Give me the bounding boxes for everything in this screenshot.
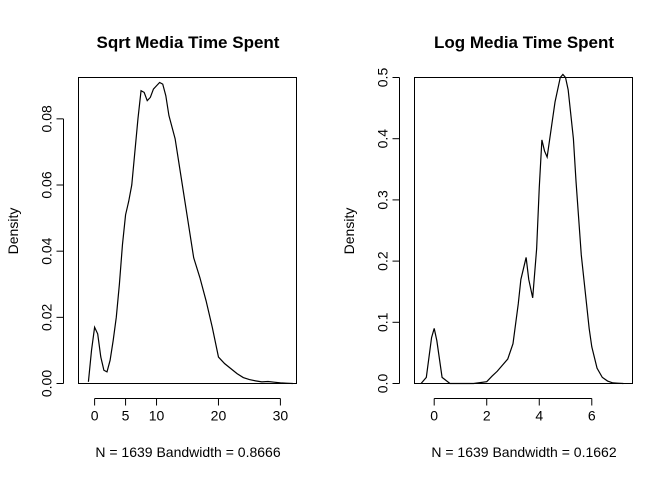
sqrt-x-tick-label: 5 xyxy=(122,408,130,424)
sqrt-x-tick-label: 10 xyxy=(149,408,165,424)
sqrt-y-tick-label: 0.00 xyxy=(39,370,55,397)
log-y-tick-label: 0.3 xyxy=(375,190,391,210)
sqrt-y-tick-label: 0.06 xyxy=(39,171,55,198)
sqrt-x-tick-label: 0 xyxy=(91,408,99,424)
sqrt-x-axis-label: N = 1639 Bandwidth = 0.8666 xyxy=(95,444,280,460)
log-y-tick-label: 0.5 xyxy=(375,68,391,88)
log-x-axis-label: N = 1639 Bandwidth = 0.1662 xyxy=(431,444,616,460)
log-x-tick-label: 4 xyxy=(535,408,543,424)
log-y-axis: 0.0 0.1 0.2 0.3 0.4 0.5 xyxy=(375,68,400,394)
log-y-tick-label: 0.4 xyxy=(375,129,391,149)
sqrt-y-tick-label: 0.02 xyxy=(39,304,55,331)
log-x-tick-label: 2 xyxy=(483,408,491,424)
log-y-tick-label: 0.2 xyxy=(375,251,391,271)
log-y-axis-label: Density xyxy=(341,208,357,255)
log-y-tick-label: 0.1 xyxy=(375,312,391,332)
sqrt-y-tick-label: 0.04 xyxy=(39,237,55,264)
log-density-panel: Log Media Time Spent Density N = 1639 Ba… xyxy=(341,33,633,460)
sqrt-density-curve xyxy=(87,81,293,385)
sqrt-y-tick-label: 0.08 xyxy=(39,105,55,132)
log-density-curve xyxy=(420,73,624,385)
log-y-tick-label: 0.0 xyxy=(375,374,391,394)
sqrt-x-tick-label: 20 xyxy=(211,408,227,424)
log-plot-frame xyxy=(414,77,633,384)
sqrt-density-panel: Sqrt Media Time Spent Density N = 1639 B… xyxy=(5,33,297,460)
log-plot-title: Log Media Time Spent xyxy=(434,33,614,52)
sqrt-plot-frame xyxy=(78,77,297,384)
log-x-tick-label: 6 xyxy=(588,408,596,424)
sqrt-x-tick-label: 30 xyxy=(273,408,289,424)
sqrt-x-axis: 0 5 10 20 30 xyxy=(91,398,289,424)
sqrt-y-axis-label: Density xyxy=(5,208,21,255)
sqrt-y-axis: 0.00 0.02 0.04 0.06 0.08 xyxy=(39,105,64,397)
sqrt-plot-title: Sqrt Media Time Spent xyxy=(97,33,280,52)
log-x-axis: 0 2 4 6 xyxy=(430,398,596,424)
log-x-tick-label: 0 xyxy=(430,408,438,424)
